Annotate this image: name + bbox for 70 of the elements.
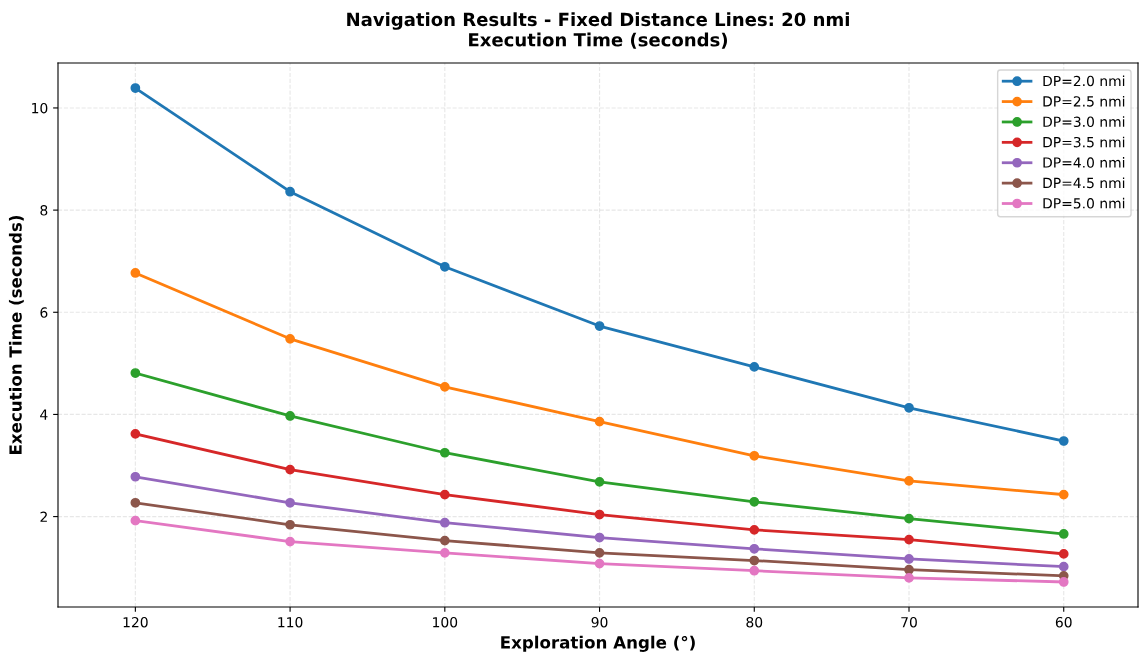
point [285, 186, 295, 197]
y-tick-label: 4 [40, 409, 48, 420]
point [749, 525, 760, 535]
point [130, 471, 141, 482]
point [439, 489, 450, 500]
point [439, 535, 450, 546]
point [285, 464, 295, 475]
y-axis-title: Execution Time (seconds) [8, 215, 24, 454]
point [1058, 561, 1069, 572]
point [1058, 577, 1069, 587]
point [594, 509, 605, 520]
point [1058, 549, 1069, 559]
x-tick-label: 80 [746, 616, 763, 628]
point [285, 519, 295, 530]
y-tick-label: 8 [40, 205, 48, 216]
point [130, 368, 141, 378]
point [130, 428, 141, 439]
point [594, 558, 605, 569]
point [130, 515, 141, 526]
point [130, 83, 141, 93]
point [1058, 529, 1069, 539]
legend-label: DP=5.0 nmi [1043, 197, 1125, 209]
legend-label: DP=4.0 nmi [1043, 157, 1125, 168]
x-tick-label: 90 [591, 616, 608, 628]
legend-label: DP=3.0 nmi [1043, 116, 1125, 128]
point [439, 547, 450, 558]
point [439, 261, 450, 272]
point [1058, 489, 1069, 500]
y-tick-label: 10 [32, 102, 48, 114]
legend-label: DP=4.5 nmi [1043, 177, 1125, 189]
legend-label: DP=3.5 nmi [1043, 136, 1125, 148]
point [594, 532, 605, 543]
point [904, 564, 914, 575]
point [749, 362, 760, 372]
point [594, 416, 605, 427]
point [1058, 436, 1069, 446]
point [594, 476, 605, 487]
x-tick-label: 70 [901, 616, 917, 628]
point [594, 547, 605, 558]
point [904, 554, 914, 564]
point [749, 450, 760, 461]
point [285, 333, 295, 344]
x-tick-label: 60 [1055, 616, 1072, 628]
x-tick-label: 120 [123, 616, 148, 628]
point [904, 513, 914, 524]
y-tick-label: 2 [40, 511, 47, 522]
point [285, 497, 295, 508]
legend-label: DP=2.5 nmi [1043, 95, 1125, 107]
point [594, 321, 605, 331]
point [749, 496, 760, 507]
y-tick-label: 6 [40, 307, 48, 318]
x-tick-label: 100 [433, 616, 458, 628]
point [904, 402, 914, 413]
point [285, 411, 295, 421]
legend-label: DP=2.0 nmi [1043, 75, 1125, 87]
x-tick-label: 110 [278, 616, 303, 628]
point [130, 497, 141, 508]
point [749, 555, 760, 566]
point [439, 517, 450, 528]
point [904, 534, 914, 545]
point [439, 447, 450, 458]
x-axis-title: Exploration Angle (°) [501, 635, 695, 652]
point [749, 543, 760, 554]
point [439, 381, 450, 392]
point [904, 573, 914, 583]
chart-title: Navigation Results - Fixed Distance Lines: 20 nmi Execution Time (seconds) [347, 12, 849, 49]
point [749, 565, 760, 576]
point [904, 475, 914, 486]
point [130, 268, 141, 278]
point [285, 536, 295, 547]
